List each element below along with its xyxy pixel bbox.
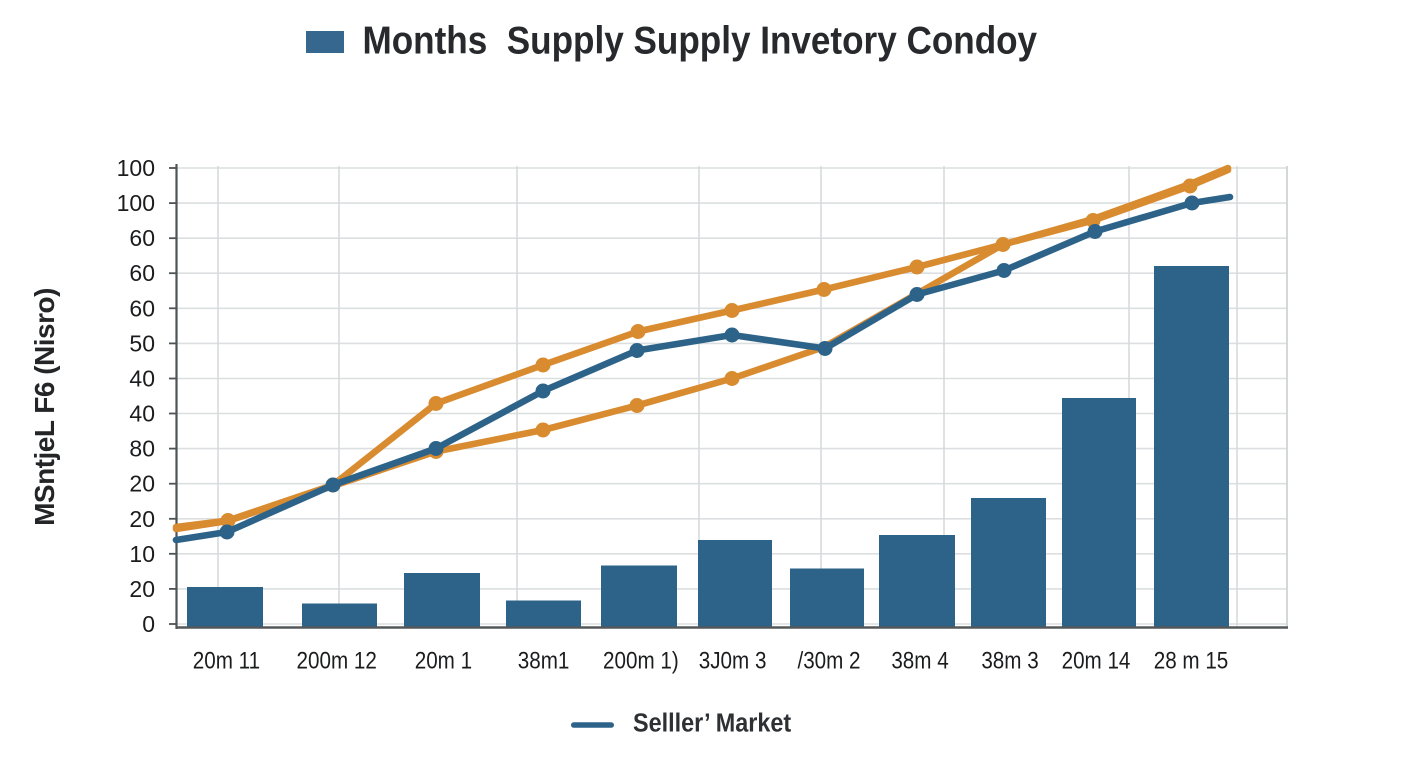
svg-text:20: 20 bbox=[129, 471, 155, 497]
svg-text:38m 4: 38m 4 bbox=[891, 647, 948, 674]
svg-text:40: 40 bbox=[129, 366, 155, 392]
svg-text:100: 100 bbox=[117, 155, 155, 181]
svg-text:MSntjeL F6 (Nisro): MSntjeL F6 (Nisro) bbox=[29, 288, 60, 526]
svg-text:3J0m 3: 3J0m 3 bbox=[699, 647, 767, 674]
svg-text:0: 0 bbox=[142, 611, 155, 637]
svg-text:60: 60 bbox=[129, 295, 155, 321]
svg-text:60: 60 bbox=[129, 225, 155, 251]
svg-text:/30m 2: /30m 2 bbox=[797, 647, 860, 674]
svg-text:80: 80 bbox=[129, 436, 155, 462]
svg-text:38m1: 38m1 bbox=[518, 647, 570, 674]
svg-text:38m 3: 38m 3 bbox=[981, 647, 1038, 674]
svg-text:100: 100 bbox=[117, 190, 155, 216]
svg-text:40: 40 bbox=[129, 401, 155, 427]
svg-text:10: 10 bbox=[129, 541, 155, 567]
svg-text:Selller’ Market: Selller’ Market bbox=[633, 710, 791, 738]
svg-text:20: 20 bbox=[129, 576, 155, 602]
svg-text:Months Supply Supply Invetory: Months Supply Supply Invetory Condoy bbox=[363, 18, 1038, 62]
svg-text:28 m 15: 28 m 15 bbox=[1154, 647, 1229, 674]
svg-text:20m 1: 20m 1 bbox=[415, 647, 472, 674]
svg-text:20: 20 bbox=[129, 506, 155, 532]
svg-text:50: 50 bbox=[129, 330, 155, 356]
svg-text:200m 12: 200m 12 bbox=[297, 647, 377, 674]
svg-text:200m 1): 200m 1) bbox=[603, 647, 679, 674]
svg-text:60: 60 bbox=[129, 260, 155, 286]
svg-text:20m 14: 20m 14 bbox=[1062, 647, 1131, 674]
svg-text:20m 11: 20m 11 bbox=[193, 647, 260, 674]
